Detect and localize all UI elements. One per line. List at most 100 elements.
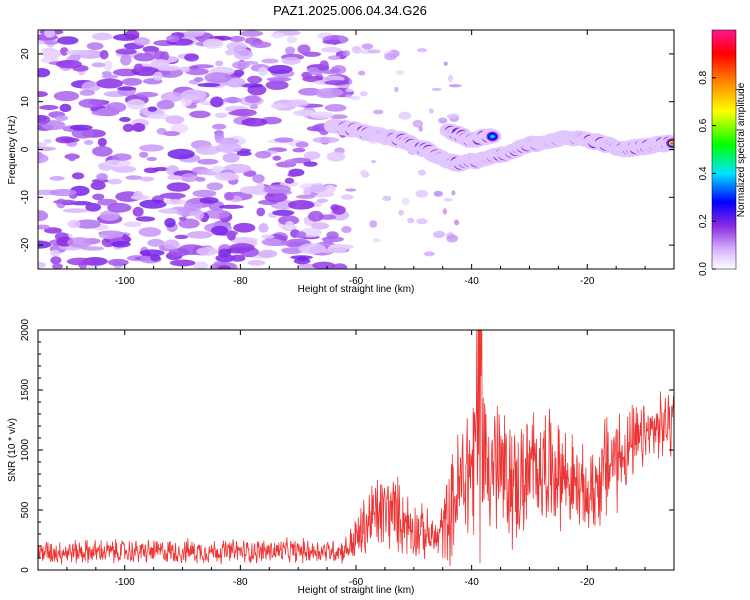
heatmap-noise-blob xyxy=(266,77,292,82)
heatmap-noise-blob xyxy=(214,112,228,119)
heatmap-noise-blob xyxy=(38,153,49,164)
heatmap-noise-blob xyxy=(438,117,448,124)
heatmap-noise-blob xyxy=(303,161,318,167)
heatmap-noise-blob xyxy=(431,87,442,91)
heatmap-noise-blob xyxy=(267,64,293,74)
heatmap-noise-blob xyxy=(59,47,69,56)
heatmap-noise-blob xyxy=(126,98,146,110)
heatmap-noise-blob xyxy=(222,97,243,104)
heatmap-noise-blob xyxy=(287,199,315,210)
heatmap-noise-blob xyxy=(249,104,259,110)
heatmap-noise-blob xyxy=(197,82,221,88)
heatmap-noise-blob xyxy=(448,74,454,83)
heatmap-noise-blob xyxy=(367,49,381,54)
heatmap-noise-blob xyxy=(270,32,286,39)
heatmap-noise-blob xyxy=(67,219,81,229)
heatmap-noise-blob xyxy=(174,234,189,240)
heatmap-noise-blob xyxy=(222,152,240,163)
heatmap-noise-blob xyxy=(59,103,72,113)
heatmap-noise-blob xyxy=(96,173,108,181)
heatmap-noise-blob xyxy=(261,238,282,246)
heatmap-noise-blob xyxy=(321,69,337,75)
x-tick-label: -100 xyxy=(115,276,135,287)
heatmap-noise-blob xyxy=(86,42,104,50)
heatmap-noise-blob xyxy=(254,150,272,159)
heatmap-noise-blob xyxy=(454,219,460,226)
heatmap-noise-blob xyxy=(65,49,92,56)
heatmap-noise-blob xyxy=(274,137,294,143)
heatmap-noise-blob xyxy=(132,122,146,133)
x-tick-label: -40 xyxy=(464,276,479,287)
y-tick-label: 500 xyxy=(20,501,31,518)
heatmap-noise-blob xyxy=(194,209,204,220)
heatmap-noise-blob xyxy=(412,119,424,128)
heatmap-noise-blob xyxy=(166,182,191,192)
heatmap-noise-blob xyxy=(244,95,261,104)
heatmap-noise-blob xyxy=(166,35,180,43)
heatmap-noise-blob xyxy=(226,41,248,51)
heatmap-noise-blob xyxy=(296,194,315,199)
heatmap-noise-blob xyxy=(83,139,94,146)
heatmap-noise-blob xyxy=(303,151,321,160)
colorbar-tick-label: 0.8 xyxy=(698,70,709,84)
heatmap-noise-blob xyxy=(316,198,328,203)
heatmap-noise-blob xyxy=(233,222,256,233)
heatmap-noise-blob xyxy=(50,249,61,257)
colorbar-tick-label: 0.4 xyxy=(698,166,709,180)
heatmap-noise-blob xyxy=(233,48,253,60)
heatmap-noise-blob xyxy=(189,110,211,119)
heatmap-noise-blob xyxy=(382,195,392,202)
heatmap-noise-blob xyxy=(281,247,304,255)
heatmap-noise-blob xyxy=(139,176,155,182)
heatmap-noise-blob xyxy=(38,240,52,249)
heatmap-noise-blob xyxy=(295,141,309,148)
heatmap-noise-blob xyxy=(62,208,89,213)
heatmap-noise-blob xyxy=(298,243,326,255)
heatmap-noise-blob xyxy=(154,50,165,61)
heatmap-noise-blob xyxy=(125,30,140,40)
x-tick-label: -100 xyxy=(115,577,135,588)
heatmap-noise-blob xyxy=(443,197,453,202)
heatmap-noise-blob xyxy=(423,251,435,257)
heatmap-noise-blob xyxy=(261,58,279,64)
heatmap-noise-blob xyxy=(309,111,334,119)
heatmap-noise-blob xyxy=(433,190,443,197)
heatmap-noise-blob xyxy=(49,175,65,181)
heatmap-noise-blob xyxy=(121,77,143,86)
heatmap-ridge-cell xyxy=(670,141,674,145)
heatmap-noise-blob xyxy=(416,218,428,225)
heatmap-noise-blob xyxy=(44,227,62,234)
heatmap-noise-blob xyxy=(199,197,219,204)
x-tick-label: -20 xyxy=(580,276,595,287)
heatmap-noise-blob xyxy=(103,159,132,167)
heatmap-noise-blob xyxy=(115,48,137,55)
snr-panel: -100 -80 -60 -40 -20 0 500 1000 1500 2000 Height… xyxy=(7,318,675,596)
heatmap-noise-blob xyxy=(111,165,137,173)
heatmap-noise-blob xyxy=(163,131,181,137)
x-tick-label: -80 xyxy=(233,276,248,287)
y-tick-label: 1500 xyxy=(20,378,31,401)
heatmap-noise-blob xyxy=(256,207,266,217)
heatmap-noise-blob xyxy=(138,227,162,237)
heatmap-noise-blob xyxy=(270,103,289,109)
heatmap-noise-blob xyxy=(99,210,120,221)
heatmap-noise-blob xyxy=(351,45,362,54)
x-tick-label: -80 xyxy=(233,577,248,588)
heatmap-noise-blob xyxy=(43,138,53,144)
heatmap-noise-blob xyxy=(210,96,224,108)
heatmap-noise-blob xyxy=(38,91,48,98)
heatmap-noise-blob xyxy=(133,63,144,73)
heatmap-noise-blob xyxy=(147,106,158,112)
heatmap-noise-blob xyxy=(90,181,106,191)
heatmap-noise-blob xyxy=(212,123,227,130)
heatmap-noise-blob xyxy=(329,114,348,120)
heatmap-noise-blob xyxy=(281,56,301,65)
heatmap-noise-blob xyxy=(133,53,156,62)
colorbar-tick-label: 0.0 xyxy=(698,262,709,276)
heatmap-noise-blob xyxy=(97,137,107,147)
heatmap-noise-blob xyxy=(265,80,289,90)
heatmap-noise-blob xyxy=(298,87,322,96)
chart-title: PAZ1.2025.006.04.34.G26 xyxy=(273,3,427,18)
heatmap-noise-blob xyxy=(398,209,404,216)
heatmap-noise-blob xyxy=(359,90,368,97)
